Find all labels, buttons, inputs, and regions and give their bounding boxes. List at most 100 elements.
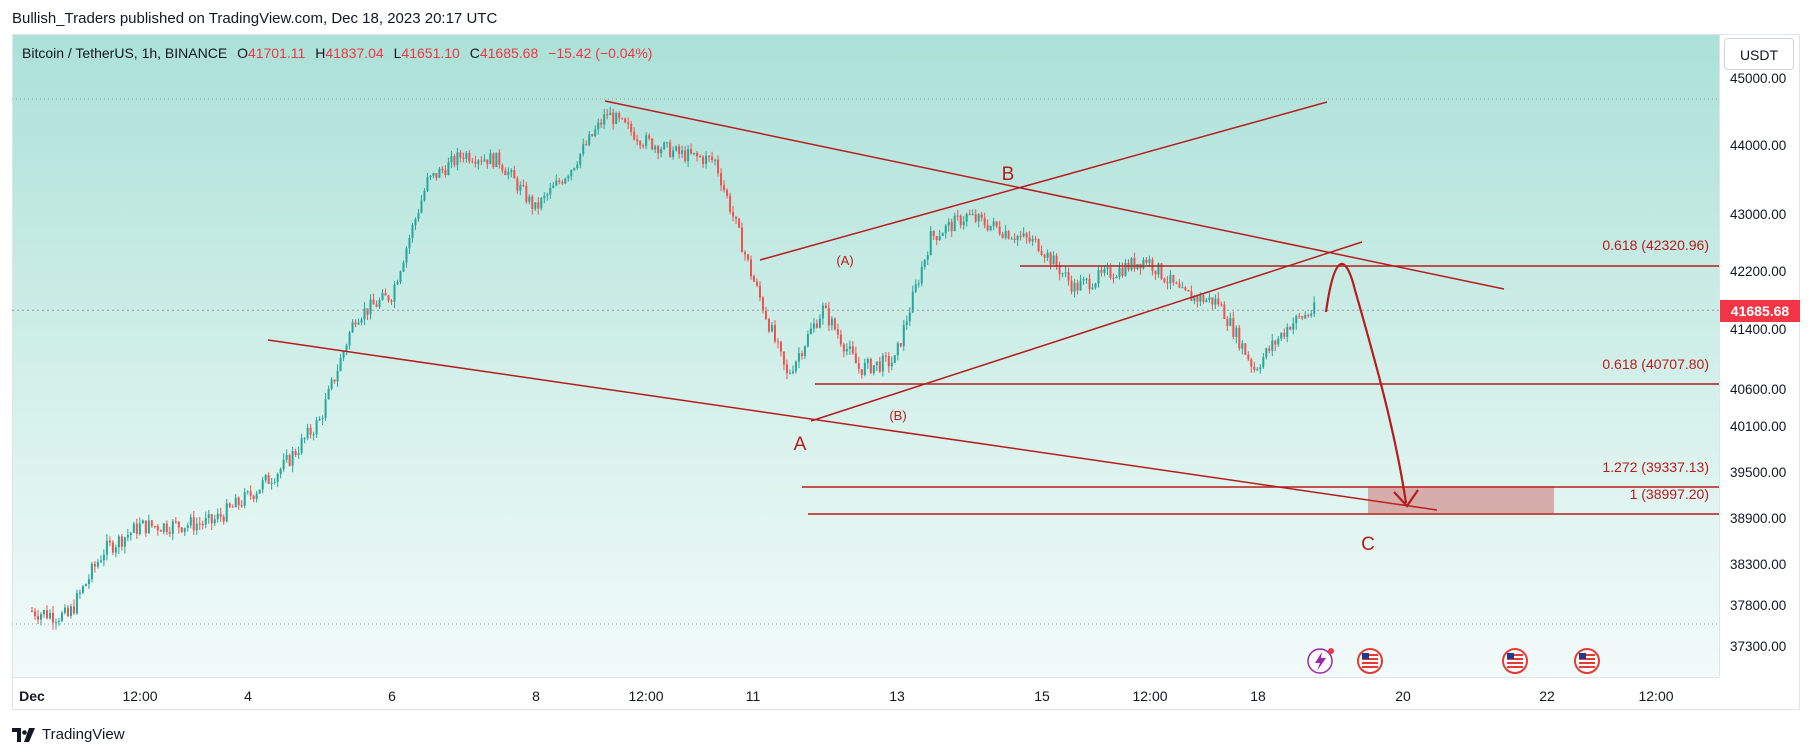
flag-icon-stripe [1579,658,1595,660]
chart-plot-area[interactable] [12,34,1719,677]
candle-body [60,612,63,622]
candle-body [441,168,444,171]
candle-body [219,513,222,517]
candle-body [252,495,255,499]
fib-level-label: 0.618 (42320.96) [1602,237,1709,253]
candle-body [752,276,755,282]
candle-body [1037,239,1040,252]
candle-body [381,293,384,300]
fib-level-label: 1.272 (39337.13) [1602,459,1709,475]
candle-body [117,536,120,548]
candle-body [914,284,917,292]
candle-body [941,233,944,237]
candle-body [48,612,51,619]
wave-label: C [1361,534,1375,555]
candle-body [1004,231,1007,238]
candle-body [363,308,366,320]
candle-body [1091,287,1094,290]
candle-body [90,563,93,580]
candle-body [261,480,264,490]
candle-body [594,129,597,137]
candle-body [297,452,300,455]
candle-body [477,160,480,164]
upper-trendline [604,100,1505,290]
candle-body [818,318,821,328]
time-tick-label: 22 [1539,688,1555,704]
currency-button[interactable]: USDT [1724,38,1794,70]
candle-body [234,497,237,508]
analysis-drawings: 0.618 (42320.96) 0.618 (40707.80) 1.272 (3… [12,98,1719,625]
candle-body [507,171,510,176]
candle-body [306,427,309,439]
candle-body [183,527,186,532]
symbol-title[interactable]: Bitcoin / TetherUS, 1h, BINANCE [22,45,228,61]
candle-body [1016,235,1019,240]
candle-body [1295,315,1298,324]
price-tick-label: 40100.00 [1730,419,1787,434]
candle-body [1154,270,1157,275]
candle-body [995,221,998,227]
candle-body [327,388,330,400]
time-axis[interactable] [12,677,1719,710]
candle-body [228,503,231,507]
candle-body [78,592,81,594]
fib-level-label: 0.618 (40707.80) [1602,356,1709,372]
candle-body [1082,279,1085,281]
candle-body [699,156,702,158]
candle-body [285,454,288,460]
candle-body [705,155,708,164]
candle-body [920,266,923,284]
candle-body [824,305,827,309]
flag-icon-stripe [1362,662,1378,664]
candle-body [492,153,495,167]
candle-body [336,371,339,382]
time-tick-label: 13 [889,688,905,704]
lower-trendline [267,339,1438,511]
rising-channel-lower [810,241,1363,422]
candle-body [567,176,570,179]
candle-body [1040,251,1043,256]
candle-body [279,469,282,475]
candle-body [845,348,848,352]
candle-body [129,532,132,536]
candle-body [776,341,779,343]
tradingview-logo[interactable]: TradingView [12,726,125,743]
candle-body [986,225,989,231]
candle-body [180,527,183,532]
candle-body [1103,268,1106,273]
candle-body [747,254,750,260]
candle-body [962,221,965,226]
time-tick-label: 12:00 [1638,688,1674,704]
candle-body [366,308,369,315]
candle-body [980,214,983,218]
price-axis[interactable] [1719,34,1800,677]
candle-body [690,149,693,154]
lightning-icon-dot [1328,648,1334,654]
flag-icon-stripe [1507,666,1523,668]
candle-body [726,189,729,196]
candle-body [764,311,767,320]
flag-icon-ring [1502,648,1528,674]
candle-body [944,225,947,234]
price-tick-label: 45000.00 [1730,71,1787,86]
candle-body [417,212,420,219]
candle-body [896,343,899,356]
candle-body [501,164,504,171]
candle-body [393,284,396,302]
candle-body [420,200,423,213]
candle-body [57,621,60,623]
candle-body [812,323,815,329]
candle-body [402,262,405,272]
candle-body [81,586,84,593]
candle-body [911,291,914,313]
candle-body [444,170,447,176]
candle-body [672,150,675,157]
lightning-icon-bolt [1315,652,1326,671]
candle-body [408,238,411,249]
candle-body [330,379,333,389]
candle-body [1031,238,1034,242]
candle-body [153,525,156,527]
candle-body [369,299,372,315]
candle-body [204,517,207,525]
candle-body [648,135,651,139]
